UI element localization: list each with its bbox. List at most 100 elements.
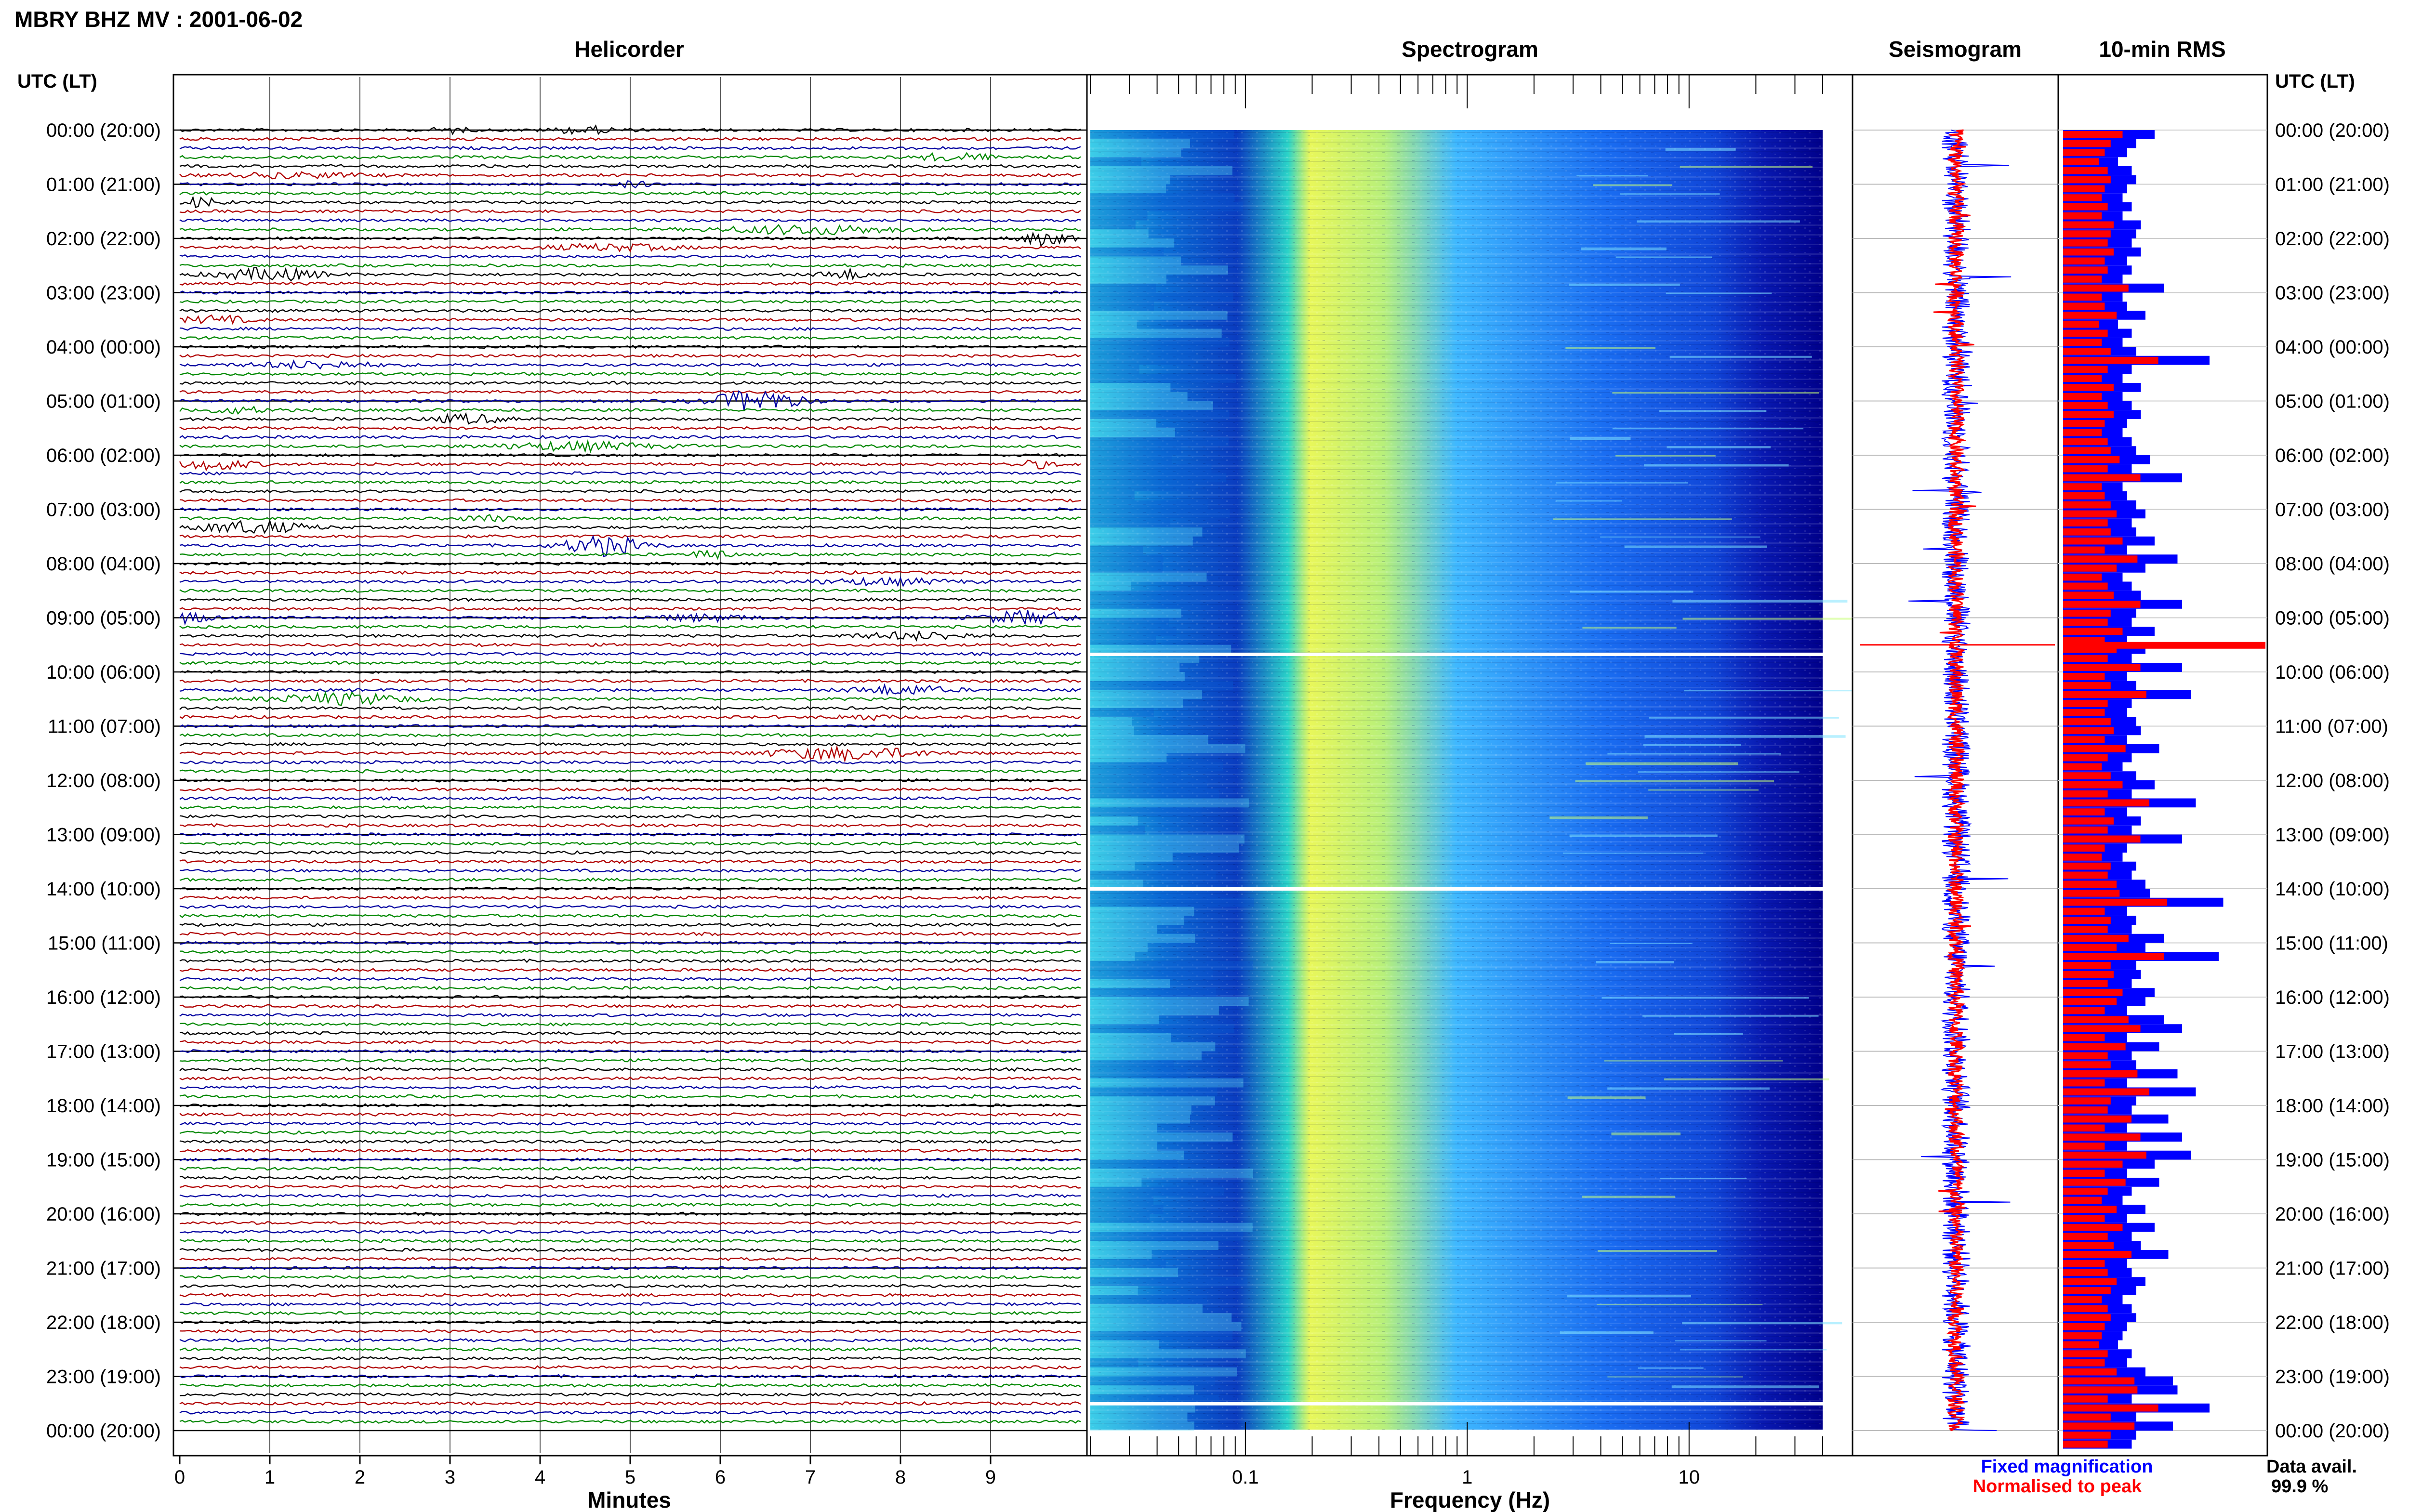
helicorder-tick-label: 2 xyxy=(355,1467,365,1488)
helicorder-trace xyxy=(179,1374,1081,1379)
rms-bar-normalised xyxy=(2063,1179,2126,1186)
spectrogram-band xyxy=(1090,148,1181,158)
rms-bar-normalised xyxy=(2063,971,2114,978)
spectrogram-band xyxy=(1682,1322,1842,1325)
spectrogram-band xyxy=(1090,473,1227,483)
rms-bar-normalised xyxy=(2063,1269,2108,1276)
spectrogram-band xyxy=(1090,1322,1242,1331)
helicorder-trace xyxy=(179,1265,1081,1271)
rms-bar-normalised xyxy=(2063,1404,2158,1412)
rms-bar-normalised xyxy=(2063,194,2102,201)
spectrogram-band xyxy=(1090,419,1156,428)
hour-label-right: 02:00 (22:00) xyxy=(2275,228,2390,250)
hour-label-right: 22:00 (18:00) xyxy=(2275,1312,2390,1333)
helicorder-panel: 0 1 2 3 4 5 6 7 8 9 xyxy=(172,74,1088,1488)
spectrogram-band xyxy=(1090,744,1245,753)
rms-bar-normalised xyxy=(2063,1151,2146,1159)
spectrogram-band xyxy=(1090,1376,1215,1386)
spectrogram-band xyxy=(1090,1114,1190,1124)
rms-bar-normalised xyxy=(2063,519,2108,526)
hour-label-right: 03:00 (23:00) xyxy=(2275,283,2390,304)
hour-labels-right: 00:00 (20:00) 01:00 (21:00) 02:00 (22:00) 0… xyxy=(2275,120,2390,1442)
spectrogram-band xyxy=(1602,997,1809,999)
helicorder-trace xyxy=(179,1284,1081,1288)
spectrogram-band xyxy=(1090,329,1222,338)
spectrogram-band xyxy=(1090,1412,1188,1422)
hour-label-left: 00:00 (20:00) xyxy=(46,120,161,141)
helicorder-trace xyxy=(179,1220,1081,1225)
helicorder-trace xyxy=(179,471,1081,476)
hour-label-left: 12:00 (08:00) xyxy=(46,770,161,791)
spectrogram-band xyxy=(1090,175,1170,184)
helicorder-trace xyxy=(179,805,1081,810)
spectrogram-band xyxy=(1569,283,1680,286)
spectrogram-band xyxy=(1090,536,1193,546)
helicorder-trace xyxy=(179,796,1081,801)
spectrogram-band xyxy=(1090,1286,1138,1295)
spectrogram-band xyxy=(1556,500,1622,502)
spectrogram-band xyxy=(1090,925,1157,934)
spectrogram-band xyxy=(1638,771,1800,773)
rms-bar-normalised xyxy=(2063,1016,2129,1024)
spectrogram-band xyxy=(1570,591,1694,593)
rms-bar-normalised xyxy=(2063,582,2108,590)
spectrogram-band xyxy=(1090,717,1132,726)
rms-bar-normalised xyxy=(2063,871,2108,879)
helicorder-trace xyxy=(179,1166,1081,1171)
spectrogram-band xyxy=(1090,130,1235,139)
hour-label-right: 10:00 (06:00) xyxy=(2275,662,2390,683)
spectrogram-band xyxy=(1090,997,1249,1006)
spectrogram-band xyxy=(1090,907,1194,916)
helicorder-trace xyxy=(179,913,1081,918)
helicorder-trace xyxy=(179,191,1081,196)
rms-bar-normalised xyxy=(2063,312,2117,319)
rms-bar-normalised xyxy=(2063,1079,2105,1087)
spectrogram-band xyxy=(1090,762,1223,772)
rms-bar-normalised xyxy=(2063,1088,2150,1096)
spectrogram-band xyxy=(1669,355,1812,358)
rms-bar-normalised xyxy=(2063,1206,2117,1213)
helicorder-trace xyxy=(179,326,1081,331)
helicorder-trace xyxy=(179,643,1081,647)
rms-bar-normalised xyxy=(2063,781,2123,789)
rms-bar-normalised xyxy=(2063,356,2158,364)
rms-bar-normalised xyxy=(2063,465,2108,473)
spectrogram-band xyxy=(1643,464,1789,467)
helicorder-trace xyxy=(179,859,1081,864)
helicorder-tick-label: 0 xyxy=(174,1467,185,1488)
hour-label-right: 20:00 (16:00) xyxy=(2275,1204,2390,1225)
rms-bar-normalised xyxy=(2063,718,2111,725)
helicorder-trace xyxy=(179,1320,1081,1325)
rms-bar-normalised xyxy=(2063,1034,2105,1041)
helicorder-trace xyxy=(179,371,1081,377)
helicorder-trace xyxy=(179,1112,1081,1117)
spectrogram-band xyxy=(1090,1340,1159,1350)
spectrogram-band xyxy=(1665,148,1736,151)
spectrogram-band xyxy=(1090,834,1245,844)
helicorder-trace xyxy=(179,868,1081,873)
spectrogram-band xyxy=(1090,202,1244,211)
spectrogram-band xyxy=(1090,591,1248,600)
hour-label-right: 17:00 (13:00) xyxy=(2275,1041,2390,1063)
spectrogram-band xyxy=(1090,970,1213,979)
spectrogram-band xyxy=(1090,518,1171,527)
hour-label-left: 06:00 (02:00) xyxy=(46,445,161,466)
spectrogram-band xyxy=(1090,1232,1244,1241)
spectrogram-tick-label: 0.1 xyxy=(1232,1467,1259,1488)
rms-bar-normalised xyxy=(2063,727,2114,735)
spectrogram-band xyxy=(1659,410,1767,412)
rms-bar-normalised xyxy=(2063,628,2123,635)
helicorder-trace xyxy=(179,905,1081,909)
helicorder-trace xyxy=(179,670,1081,674)
rms-bar-normalised xyxy=(2063,980,2108,987)
rms-bar-normalised xyxy=(2063,881,2117,888)
hour-label-left: 22:00 (18:00) xyxy=(46,1312,161,1333)
spectrogram-band xyxy=(1680,1349,1827,1351)
helicorder-trace xyxy=(179,1338,1081,1343)
spectrogram-band xyxy=(1090,636,1156,645)
hour-label-left: 20:00 (16:00) xyxy=(46,1204,161,1225)
helicorder-trace xyxy=(179,460,1081,472)
spectrogram-band xyxy=(1090,961,1253,970)
spectrogram-band xyxy=(1090,1051,1202,1061)
hour-label-right: 18:00 (14:00) xyxy=(2275,1095,2390,1117)
